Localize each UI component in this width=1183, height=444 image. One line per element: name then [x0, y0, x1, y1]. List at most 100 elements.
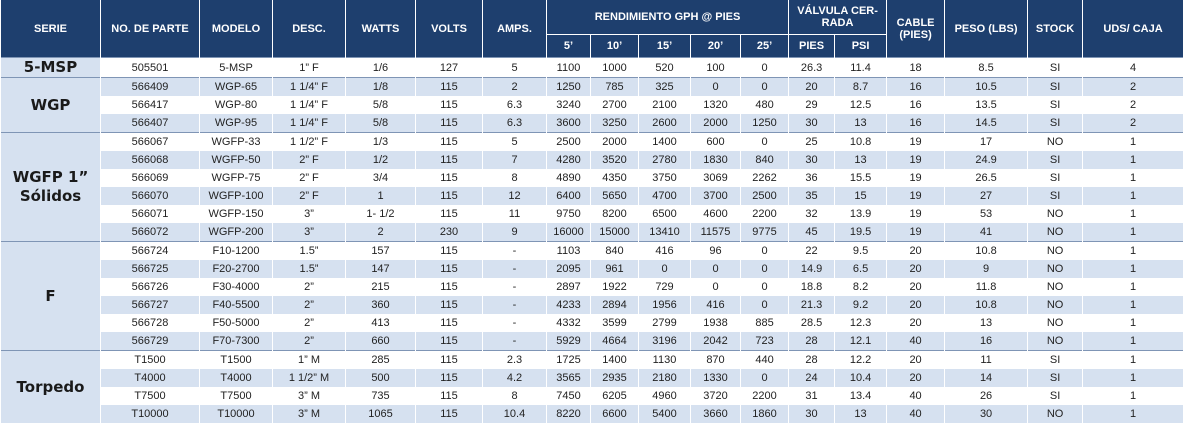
table-cell: 9 [944, 260, 1029, 278]
product-table-container: SERIE NO. DE PARTE MODELO DESC. WATTS VO… [0, 0, 1183, 423]
table-cell: 12.5 [834, 96, 888, 114]
table-cell: 3750 [638, 169, 691, 187]
table-cell: 4664 [590, 332, 639, 351]
table-cell: 566728 [100, 314, 200, 332]
table-cell: 1065 [345, 405, 416, 423]
table-row: 566728 F50-5000 2” 413 115-4332 3599 2799 1938 8… [1, 314, 1183, 332]
table-cell: 13.4 [834, 387, 888, 405]
table-cell: 1 [1082, 296, 1183, 314]
table-cell: 285 [345, 350, 416, 369]
table-row: 566725 F20-2700 1.5” 147 115-2095 961 0 0 0 14.9 6… [1, 260, 1183, 278]
table-cell: 1 [1082, 205, 1183, 223]
table-cell: 41 [944, 223, 1029, 242]
table-cell: 40 [886, 387, 946, 405]
table-cell: 1 [1082, 187, 1183, 205]
table-cell: 1 [1082, 332, 1183, 351]
table-cell: F20-2700 [199, 260, 273, 278]
table-cell: 2897 [546, 278, 591, 296]
table-cell: 566725 [100, 260, 200, 278]
table-cell: 20 [886, 314, 946, 332]
table-cell: 500 [345, 369, 416, 387]
table-cell: 566067 [100, 132, 200, 151]
table-cell: 2 [345, 223, 416, 242]
table-cell: 9 [482, 223, 547, 242]
table-cell: 416 [638, 241, 691, 260]
table-cell: 4890 [546, 169, 591, 187]
table-cell: SI [1027, 114, 1084, 133]
table-row: 5-MSP 505501 5-MSP 1” F 1/6 127 5 1100 1000 520 10… [0, 57, 1183, 78]
table-cell: 5-MSP [199, 57, 273, 78]
table-cell: 127 [415, 57, 483, 78]
table-cell: 8.7 [834, 77, 888, 96]
table-cell: 19 [886, 151, 946, 169]
table-cell: 1 [1082, 223, 1183, 242]
table-cell: 566729 [100, 332, 200, 351]
table-cell: 0 [739, 260, 790, 278]
table-cell: 2” F [272, 151, 346, 169]
table-cell: 14.5 [944, 114, 1029, 133]
table-cell: 5650 [590, 187, 639, 205]
table-cell: 3599 [590, 314, 639, 332]
table-cell: 2 [1082, 77, 1183, 96]
table-cell: 2500 [739, 187, 790, 205]
table-cell: T10000 [100, 405, 200, 423]
table-cell: 6500 [638, 205, 691, 223]
table-cell: 19.5 [834, 223, 888, 242]
table-cell: T7500 [199, 387, 273, 405]
table-cell: T10000 [199, 405, 273, 423]
table-cell: 115 [415, 241, 483, 260]
table-cell: 2894 [590, 296, 639, 314]
table-cell: 29 [788, 96, 836, 114]
table-cell: 480 [739, 96, 790, 114]
table-cell: 1956 [638, 296, 691, 314]
table-cell: 19 [886, 132, 946, 151]
table-row: WGP 566409 WGP-65 1 1/4” F 1/8 115 2 1250 785 325… [0, 77, 1183, 133]
table-row: WGFP 1” Sólidos 566067 WGFP-33 1 1/2” F 1/3 1… [0, 132, 1183, 242]
table-cell: 413 [345, 314, 416, 332]
table-cell: 9775 [739, 223, 790, 242]
table-cell: NO [1027, 332, 1084, 351]
serie-label: Torpedo [0, 350, 101, 423]
table-cell: 28 [788, 332, 836, 351]
table-cell: 26.5 [944, 169, 1029, 187]
table-cell: 3565 [546, 369, 591, 387]
table-cell: 1 [1082, 350, 1183, 369]
table-cell: 115 [415, 187, 483, 205]
table-cell: 147 [345, 260, 416, 278]
table-cell: 1 [1082, 241, 1183, 260]
table-cell: 9.5 [834, 241, 888, 260]
table-cell: 32 [788, 205, 836, 223]
table-cell: 26 [944, 387, 1029, 405]
table-cell: 115 [415, 132, 483, 151]
table-cell: 1250 [739, 114, 790, 133]
table-cell: 1000 [590, 57, 639, 78]
table-cell: 566071 [100, 205, 200, 223]
table-cell: 5400 [638, 405, 691, 423]
table-cell: 961 [590, 260, 639, 278]
table-cell: 4600 [690, 205, 741, 223]
table-cell: 1330 [690, 369, 741, 387]
table-cell: 2” [272, 332, 346, 351]
table-cell: 1.5” [272, 260, 346, 278]
table-cell: 40 [886, 332, 946, 351]
table-cell: NO [1027, 132, 1084, 151]
table-cell: 2600 [638, 114, 691, 133]
table-cell: 10.4 [482, 405, 547, 423]
table-cell: 2799 [638, 314, 691, 332]
table-cell: F40-5500 [199, 296, 273, 314]
table-cell: T1500 [100, 350, 200, 369]
table-cell: 16000 [546, 223, 591, 242]
table-cell: 96 [690, 241, 741, 260]
table-cell: 505501 [100, 57, 200, 78]
col-25ft: 25’ [739, 34, 790, 58]
col-volts: VOLTS [415, 0, 483, 58]
table-cell: 115 [415, 114, 483, 133]
table-cell: 0 [739, 57, 790, 78]
table-cell: NO [1027, 223, 1084, 242]
table-cell: 11.8 [944, 278, 1029, 296]
table-row: 566069 WGFP-75 2” F 3/4 115 8 4890 4350 3750 3069… [1, 169, 1183, 187]
table-cell: SI [1027, 77, 1084, 96]
table-cell: 115 [415, 151, 483, 169]
table-cell: 0 [739, 241, 790, 260]
table-cell: 18 [886, 57, 946, 78]
